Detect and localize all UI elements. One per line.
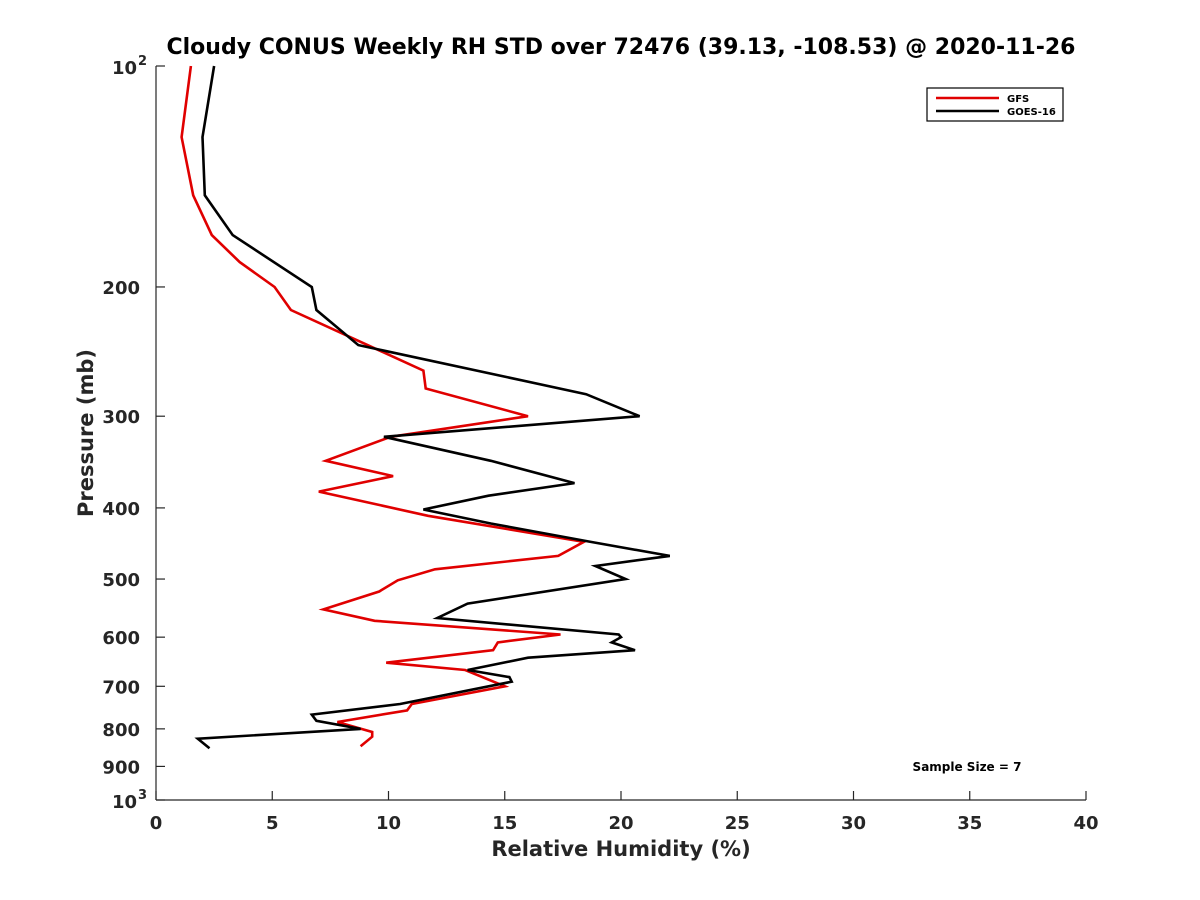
x-axis-label: Relative Humidity (%) <box>491 837 750 861</box>
legend: GFS GOES-16 <box>926 87 1064 122</box>
series-line-goes-16 <box>194 65 671 750</box>
y-tick-label: 700 <box>102 677 140 698</box>
x-axis-ticks: 0 5 10 15 20 25 30 35 40 <box>150 791 1099 834</box>
x-tick-label: 20 <box>608 813 633 834</box>
y-tick-label: 600 <box>102 628 140 649</box>
y-tick-label: 500 <box>102 570 140 591</box>
x-tick-label: 10 <box>376 813 401 834</box>
x-tick-label: 30 <box>841 813 866 834</box>
series-layer <box>180 65 671 750</box>
series-line-gfs <box>180 65 588 748</box>
x-tick-label: 0 <box>150 813 163 834</box>
y-tick-label: 200 <box>102 278 140 299</box>
x-tick-label: 25 <box>725 813 750 834</box>
plot-area <box>155 66 1086 801</box>
y-axis-label: Pressure (mb) <box>74 349 98 517</box>
chart-title: Cloudy CONUS Weekly RH STD over 72476 (3… <box>167 35 1076 60</box>
x-tick-label: 5 <box>266 813 279 834</box>
legend-label: GFS <box>1007 94 1029 105</box>
y-tick-label: 800 <box>102 720 140 741</box>
x-tick-label: 35 <box>957 813 982 834</box>
y-tick-label: 10 <box>112 792 137 813</box>
y-tick-label: 400 <box>102 499 140 520</box>
y-tick-label: 900 <box>102 757 140 778</box>
y-tick-exponent: 3 <box>138 788 147 803</box>
y-tick-exponent: 2 <box>138 54 147 69</box>
y-tick-label: 300 <box>102 407 140 428</box>
legend-label: GOES-16 <box>1007 107 1056 118</box>
x-tick-label: 40 <box>1073 813 1098 834</box>
y-tick-label: 10 <box>112 58 137 79</box>
sample-size-annotation: Sample Size = 7 <box>913 760 1022 774</box>
legend-box <box>926 87 1064 122</box>
x-tick-label: 15 <box>492 813 517 834</box>
